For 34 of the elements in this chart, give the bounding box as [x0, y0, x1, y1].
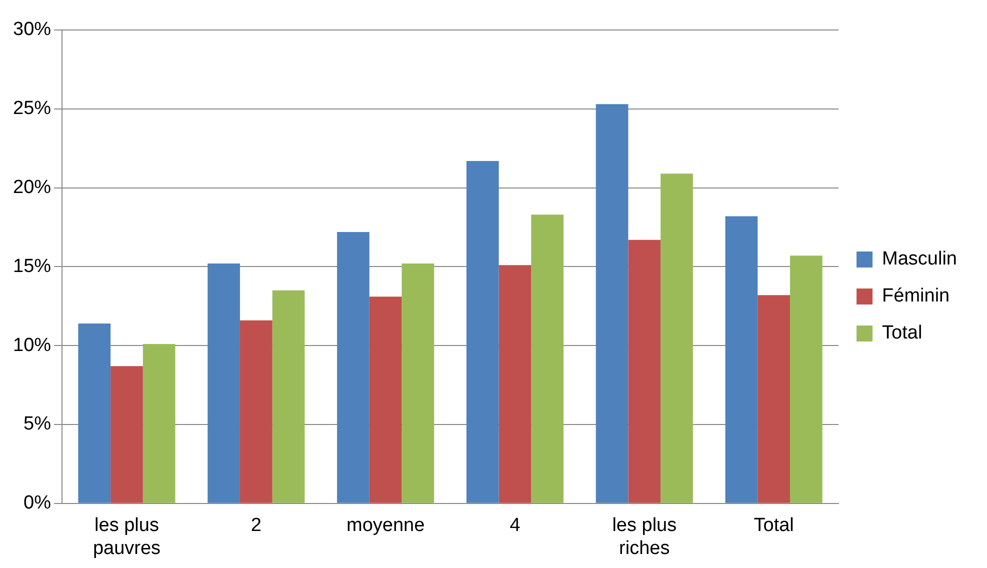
- bar: [337, 232, 370, 503]
- bar: [498, 265, 532, 503]
- bar: [725, 216, 758, 503]
- bar: [369, 296, 402, 503]
- bar: [272, 290, 305, 503]
- y-tick-label: 20%: [12, 177, 52, 198]
- bar: [758, 295, 790, 503]
- bar: [208, 264, 240, 503]
- bar: [110, 366, 143, 503]
- bar: [78, 324, 111, 503]
- bar: [466, 160, 499, 503]
- bar: [142, 344, 176, 503]
- x-tick-label: 4: [510, 515, 521, 536]
- x-tick-label: les plus pauvres: [92, 515, 161, 559]
- x-tick-label: Total: [754, 515, 794, 536]
- y-tick-label: 30%: [12, 19, 52, 40]
- bar: [402, 264, 434, 503]
- y-tick-label: 0%: [24, 492, 52, 514]
- x-tick-label: les plus riches: [612, 515, 677, 559]
- legend-label: Total: [882, 322, 922, 344]
- y-tick-label: 10%: [12, 334, 52, 356]
- x-tick-label: 2: [250, 515, 262, 536]
- bar: [628, 240, 661, 503]
- legend-label: Masculin: [882, 248, 958, 270]
- bar: [660, 174, 693, 503]
- x-tick-label: moyenne: [346, 515, 425, 536]
- bar: [596, 104, 628, 503]
- bar: [790, 256, 822, 503]
- y-tick-label: 5%: [24, 414, 52, 435]
- bar: [531, 214, 564, 503]
- legend-label: Féminin: [882, 286, 950, 307]
- y-tick-label: 25%: [12, 98, 52, 120]
- y-tick-label: 15%: [12, 256, 52, 277]
- bar: [240, 320, 272, 503]
